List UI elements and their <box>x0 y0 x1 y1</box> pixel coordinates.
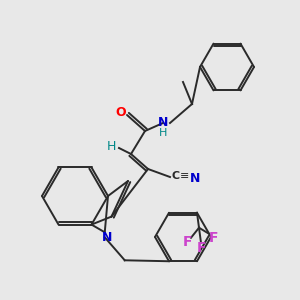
Text: O: O <box>116 106 126 118</box>
Text: N: N <box>190 172 200 184</box>
Text: N: N <box>102 231 112 244</box>
Text: F: F <box>182 235 192 249</box>
Text: H: H <box>106 140 116 152</box>
Text: C: C <box>172 171 180 181</box>
Text: H: H <box>159 128 167 138</box>
Text: N: N <box>158 116 168 130</box>
Text: F: F <box>196 241 206 255</box>
Text: F: F <box>208 231 218 245</box>
Text: ≡: ≡ <box>180 171 189 181</box>
